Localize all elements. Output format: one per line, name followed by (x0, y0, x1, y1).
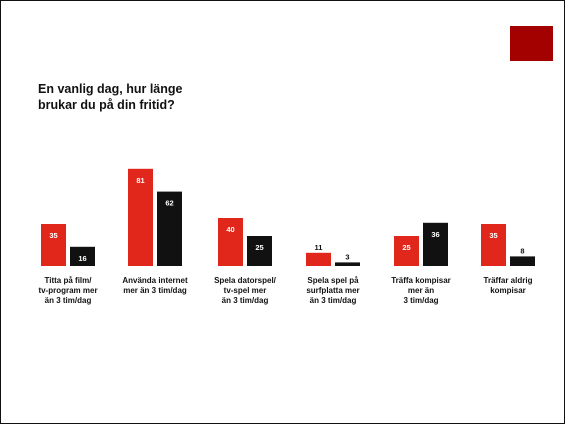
category-label-5-line-0: Träffar aldrig (484, 276, 533, 285)
category-label-2-line-1: tv-spel mer (224, 286, 267, 295)
category-label-3-line-1: surfplatta mer (306, 286, 359, 295)
chart-title: En vanlig dag, hur länge brukar du på di… (38, 82, 183, 112)
category-label-2-line-0: Spela datorspel/ (214, 276, 277, 285)
data-label-s1-c0: 16 (78, 254, 86, 263)
corner-accent-box (510, 26, 553, 61)
bar-s0-c2 (218, 218, 243, 266)
bar-s1-c2 (247, 236, 272, 266)
data-label-s0-c0: 35 (49, 231, 57, 240)
bar-s0-c3 (306, 252, 331, 266)
data-label-s1-c2: 25 (255, 243, 263, 252)
bar-s1-c1 (157, 191, 182, 266)
category-label-4-line-0: Träffa kompisar (391, 276, 451, 285)
bar-s1-c3 (335, 262, 360, 266)
data-label-s0-c4: 25 (402, 243, 410, 252)
data-label-s0-c1: 81 (136, 176, 144, 185)
category-label-3-line-0: Spela spel på (307, 276, 359, 285)
bar-s0-c0 (41, 224, 66, 266)
category-label-3-line-2: än 3 tim/dag (310, 296, 357, 305)
bar-s0-c4 (394, 236, 419, 266)
category-label-1-line-0: Använda internet (122, 276, 188, 285)
data-label-s0-c3: 11 (315, 243, 323, 252)
category-label-4-line-2: 3 tim/dag (403, 296, 438, 305)
data-label-s1-c4: 36 (431, 230, 439, 239)
bar-s1-c0 (70, 246, 95, 266)
category-label-2-line-2: än 3 tim/dag (222, 296, 269, 305)
data-label-s0-c5: 35 (489, 231, 497, 240)
bar-s0-c1 (128, 168, 153, 266)
category-label-5-line-1: kompisar (490, 286, 526, 295)
category-label-0-line-0: Titta på film/ (45, 276, 93, 285)
data-label-s1-c1: 62 (165, 199, 173, 208)
data-label-s1-c3: 3 (345, 252, 349, 261)
data-label-s0-c2: 40 (226, 225, 234, 234)
bar-s1-c4 (423, 222, 448, 266)
bar-s0-c5 (481, 224, 506, 266)
category-label-4-line-1: mer än (408, 286, 434, 295)
bar-s1-c5 (510, 256, 535, 266)
category-label-1-line-1: mer än 3 tim/dag (123, 286, 187, 295)
category-label-0-line-2: än 3 tim/dag (45, 296, 92, 305)
category-label-0-line-1: tv-program mer (38, 286, 97, 295)
data-label-s1-c5: 8 (520, 246, 524, 255)
